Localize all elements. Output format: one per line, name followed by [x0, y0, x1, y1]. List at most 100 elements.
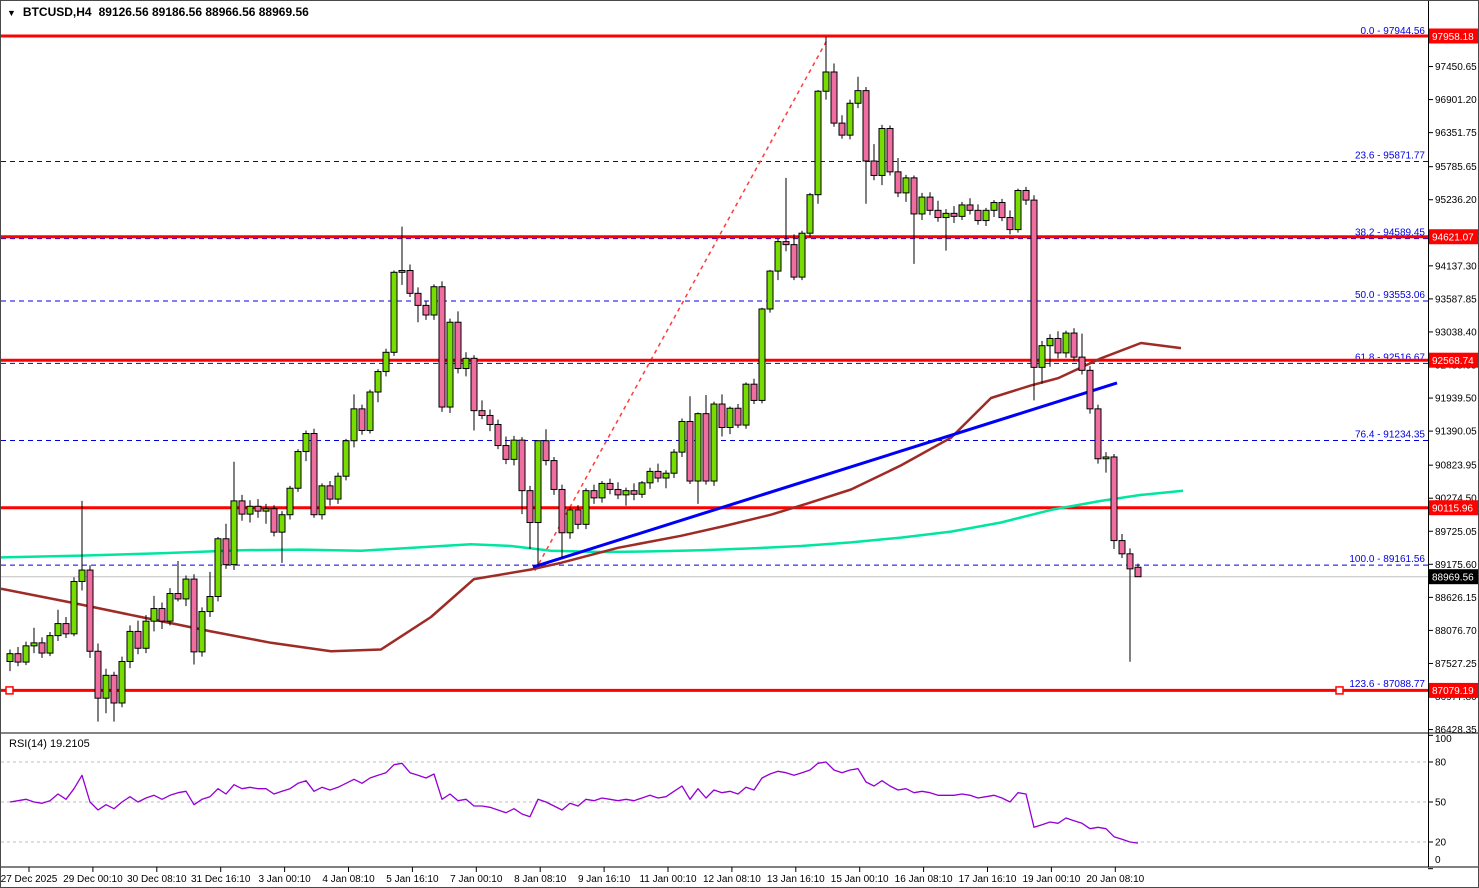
candle-body [174, 593, 182, 600]
candle-body [150, 608, 158, 622]
sr-price-box-text: 87079.19 [1432, 686, 1474, 697]
price-tick-label: 89175.60 [1435, 560, 1477, 571]
ma-teal-line [1, 489, 1184, 559]
candle-body [638, 482, 646, 495]
time-axis[interactable]: 27 Dec 2025 29 Dec 00:10 30 Dec 08:10 31 De… [1, 867, 1145, 885]
candle-body [1062, 332, 1070, 354]
candle-body [430, 286, 438, 316]
price-tick-label: 86428.35 [1435, 725, 1477, 736]
time-label: 8 Jan 08:10 [514, 874, 567, 885]
candle-body [974, 209, 982, 222]
candle-body [390, 271, 398, 353]
fib-level-label: 123.6 - 87088.77 [1349, 679, 1425, 690]
candle-body [990, 202, 998, 211]
candle-body [718, 403, 726, 428]
candle-body [862, 90, 870, 162]
line-anchor-handle[interactable] [5, 686, 14, 695]
time-label: 17 Jan 16:10 [959, 874, 1017, 885]
price-tick-label: 88076.70 [1435, 626, 1477, 637]
candle-body [1014, 189, 1022, 231]
candle-body [238, 500, 246, 515]
candle-body [998, 202, 1006, 219]
time-label: 19 Jan 00:10 [1022, 874, 1080, 885]
sr-price-box [1429, 229, 1478, 245]
candle-body [342, 440, 350, 477]
candle-body [942, 212, 950, 219]
blue-trendline[interactable] [532, 381, 1118, 569]
candle-body [246, 505, 254, 515]
candle-body [438, 286, 446, 408]
time-label: 9 Jan 16:10 [578, 874, 631, 885]
candle-body [470, 357, 478, 412]
candle-body [62, 623, 70, 635]
time-label: 5 Jan 16:10 [386, 874, 439, 885]
candle-body [358, 408, 366, 432]
time-label: 20 Jan 08:10 [1086, 874, 1144, 885]
candle-body [302, 433, 310, 453]
candle-body [502, 445, 510, 460]
red-dashed-trendline[interactable] [534, 37, 829, 572]
time-label: 29 Dec 00:10 [63, 874, 123, 885]
candle-body [510, 439, 518, 460]
candle-body [782, 241, 790, 246]
candle-body [350, 408, 358, 442]
candle-body [30, 642, 38, 647]
chart-symbol-period: BTCUSD,H4 [22, 5, 92, 19]
candle-body [406, 269, 414, 294]
candle-body [598, 482, 606, 499]
candle-body [694, 413, 702, 482]
candle-body [918, 196, 926, 215]
candle-body [158, 608, 166, 622]
candle-body [334, 475, 342, 500]
candle-body [550, 460, 558, 490]
candle-body [486, 414, 494, 425]
candle-body [398, 269, 406, 273]
candle-body [670, 451, 678, 474]
time-label: 11 Jan 00:10 [639, 874, 697, 885]
rsi-scale-label: 20 [1435, 838, 1447, 849]
candle-body [318, 485, 326, 516]
candle-body [558, 488, 566, 534]
candle-body [262, 508, 270, 512]
time-label: 15 Jan 00:10 [831, 874, 889, 885]
candle-body [646, 470, 654, 484]
candle-body [214, 538, 222, 598]
candle-body [1126, 553, 1134, 570]
price-tick-label: 96351.75 [1435, 128, 1477, 139]
candle-body [582, 490, 590, 525]
candle-body [1134, 566, 1142, 578]
candle-body [662, 472, 670, 479]
sr-price-box-text: 92568.74 [1432, 356, 1474, 367]
candle-body [766, 270, 774, 310]
candle-body [1086, 369, 1094, 410]
price-tick-label: 89725.05 [1435, 527, 1477, 538]
time-label: 12 Jan 08:10 [703, 874, 761, 885]
line-anchor-handle[interactable] [1335, 686, 1344, 695]
candle-body [902, 177, 910, 194]
candle-body [1102, 456, 1110, 460]
rsi-scale-label: 80 [1435, 758, 1447, 769]
candle-body [846, 102, 854, 136]
candle-body [686, 420, 694, 482]
candle-body [422, 304, 430, 316]
candle-body [1054, 337, 1062, 354]
candle-body [1030, 199, 1038, 368]
candle-body [774, 241, 782, 272]
candle-body [886, 128, 894, 173]
candle-body [86, 569, 94, 652]
candle-body [526, 490, 534, 524]
time-label: 13 Jan 16:10 [767, 874, 825, 885]
time-label: 7 Jan 00:10 [450, 874, 503, 885]
symbol-dropdown-icon: ▼ [7, 7, 16, 18]
candle-body [294, 451, 302, 489]
candle-body [814, 90, 822, 196]
chart-ohlc-readout: 89126.56 89186.56 88966.56 88969.56 [98, 5, 309, 19]
candle-body [534, 440, 542, 524]
ma-maroon-line [1, 341, 1182, 653]
candle-body [1022, 189, 1030, 201]
price-tick-label: 87527.25 [1435, 659, 1477, 670]
current-price-box-text: 88969.56 [1432, 573, 1474, 584]
price-axis[interactable]: 97450.65 96901.20 96351.75 95785.65 95236.20… [1428, 1, 1479, 867]
candle-body [1094, 408, 1102, 460]
